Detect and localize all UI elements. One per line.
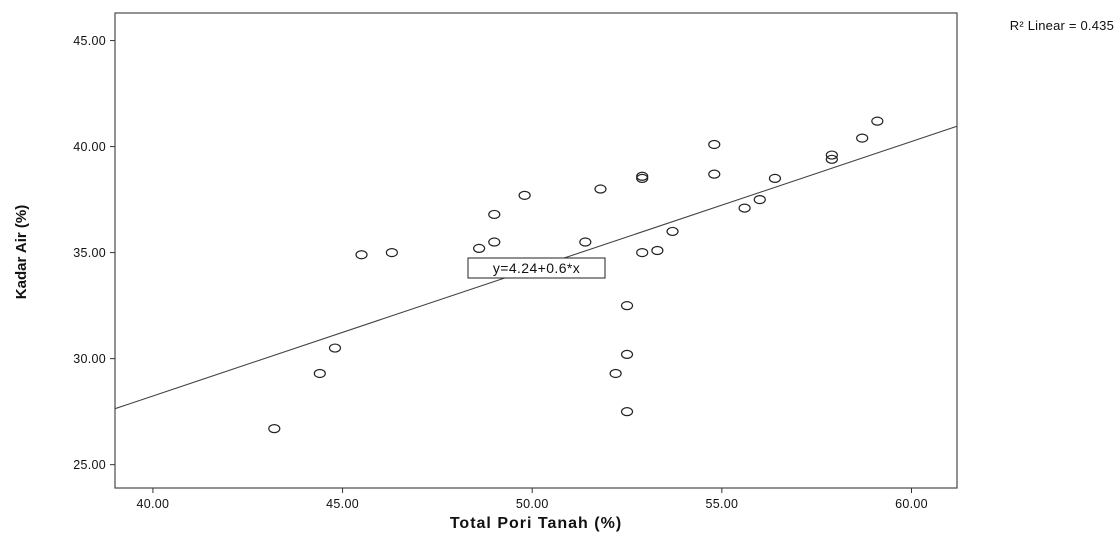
- data-point: [518, 190, 531, 200]
- data-point: [355, 250, 368, 260]
- data-point: [488, 237, 501, 247]
- data-point: [708, 139, 721, 150]
- data-point: [636, 171, 649, 181]
- x-tick-label: 60.00: [895, 497, 928, 511]
- data-point: [825, 154, 838, 164]
- points-layer: [268, 116, 884, 434]
- fit-equation-box: y=4.24+0.6*x: [467, 257, 606, 279]
- fit-equation-label: y=4.24+0.6*x: [493, 260, 580, 276]
- y-tick-label: 45.00: [73, 34, 106, 48]
- data-point: [768, 173, 782, 184]
- data-point: [636, 173, 649, 184]
- y-tick-label: 30.00: [73, 352, 106, 366]
- data-point: [871, 116, 884, 126]
- data-point: [856, 133, 869, 143]
- data-point: [708, 169, 721, 179]
- data-point: [609, 368, 622, 379]
- x-axis: 40.00 45.00 50.00 55.00 60.00: [137, 488, 928, 511]
- data-point: [579, 237, 592, 247]
- x-tick-label: 40.00: [137, 497, 170, 511]
- x-tick-label: 50.00: [516, 497, 549, 511]
- data-point: [636, 248, 649, 258]
- data-point: [488, 209, 501, 220]
- data-point: [385, 248, 398, 258]
- data-point: [328, 343, 342, 353]
- r2-linear-label: R² Linear = 0.435: [1010, 18, 1114, 33]
- x-tick-label: 55.00: [705, 497, 738, 511]
- fit-equation-frame: [467, 257, 606, 279]
- data-point: [620, 349, 634, 360]
- data-point: [753, 195, 766, 205]
- data-point: [313, 368, 326, 379]
- y-axis-title: Kadar Air (%): [13, 205, 30, 299]
- y-tick-label: 35.00: [73, 246, 106, 260]
- data-point: [666, 226, 679, 237]
- data-point: [620, 407, 634, 417]
- x-tick-label: 45.00: [326, 497, 359, 511]
- plot-frame: [114, 12, 958, 489]
- data-point: [738, 203, 751, 213]
- y-tick-label: 25.00: [73, 458, 106, 472]
- data-point: [620, 301, 634, 311]
- data-point: [651, 245, 664, 256]
- data-point: [268, 424, 281, 434]
- y-axis: 25.00 30.00 35.00 40.00 45.00: [73, 34, 115, 472]
- y-tick-label: 40.00: [73, 140, 106, 154]
- data-point: [473, 243, 486, 253]
- x-axis-title: Total Pori Tanah (%): [450, 515, 622, 532]
- data-point: [825, 150, 838, 160]
- data-point: [594, 184, 607, 194]
